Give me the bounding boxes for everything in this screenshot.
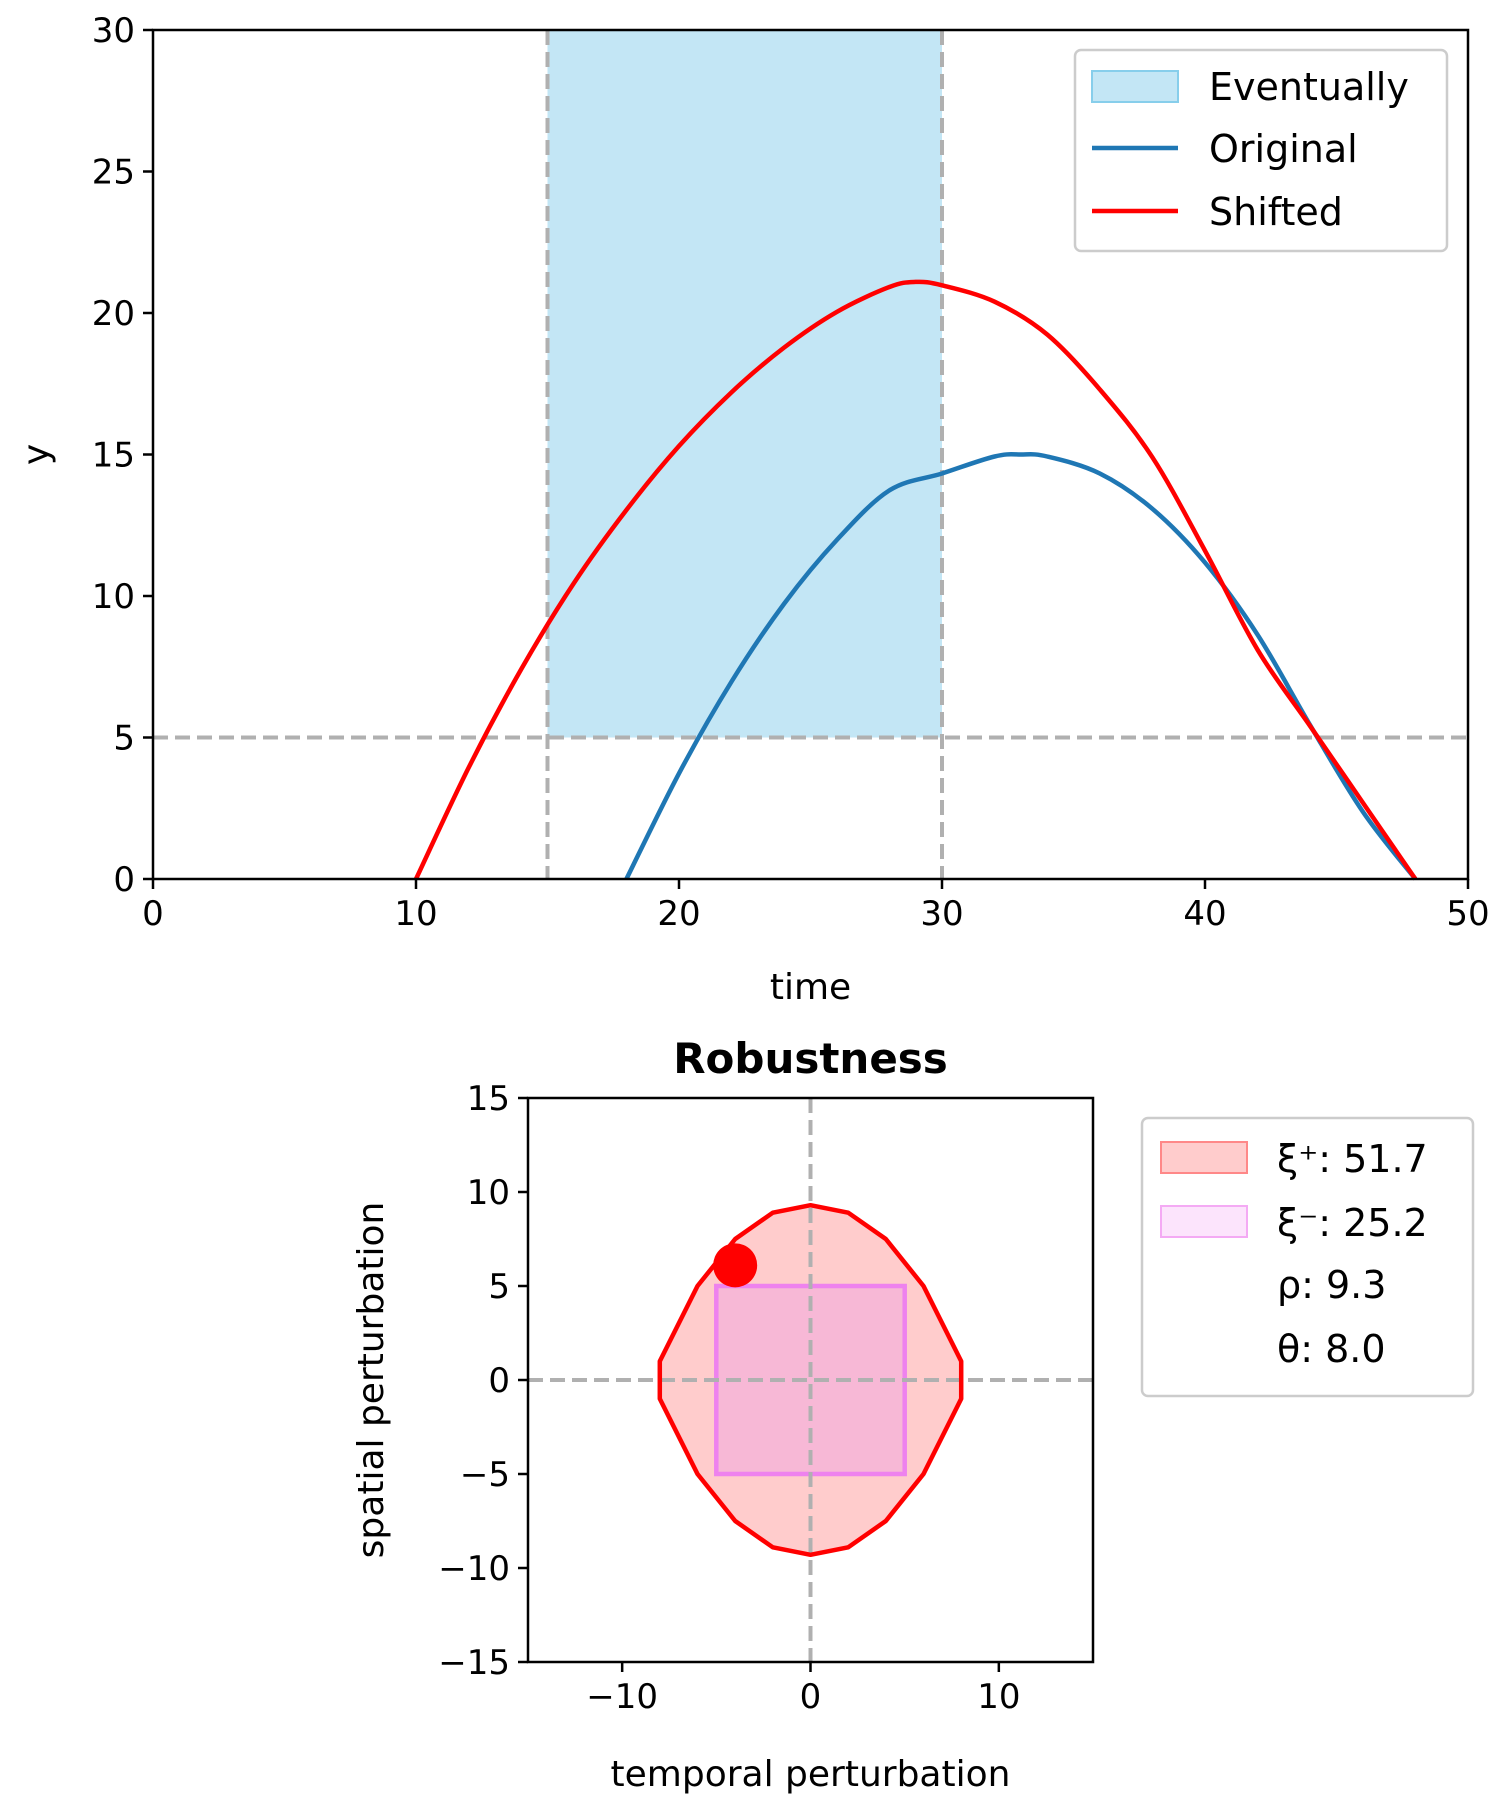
legend: Eventually Original Shifted: [1073, 48, 1449, 253]
y-tick-label: 0: [113, 860, 135, 900]
x-tick-label: 30: [920, 894, 963, 934]
x-tick-label: −10: [586, 1677, 658, 1717]
xi-minus-region: [714, 1283, 907, 1477]
legend-label-shifted: Shifted: [1209, 190, 1343, 234]
legend-2: ξ⁺: 51.7 ξ⁻: 25.2 ρ: 9.3 θ: 8.0: [1140, 1116, 1475, 1398]
y-tick-label: 10: [467, 1173, 510, 1213]
y-tick-label: 0: [488, 1361, 510, 1401]
x-tick-label: 0: [800, 1677, 822, 1717]
y-tick-label: 5: [113, 719, 135, 759]
legend-2-label: ξ⁻: 25.2: [1277, 1201, 1428, 1245]
x-tick-label: 40: [1183, 894, 1226, 934]
y-tick-label: 15: [467, 1079, 510, 1119]
legend-2-label: ρ: 9.3: [1277, 1263, 1386, 1307]
y-axis-label: y: [16, 444, 57, 465]
x-tick-label: 10: [977, 1677, 1020, 1717]
y-tick-label: 10: [92, 577, 135, 617]
y-tick-label: −5: [460, 1455, 510, 1495]
marker-point: [713, 1243, 758, 1288]
x-tick-label: 20: [657, 894, 700, 934]
chart-2: Robustness −10 0 10 −15 −10 −5 0 5 10 15 temporal p…: [351, 1034, 1475, 1795]
series-line-original: [624, 452, 1418, 881]
eventually-region: [547, 30, 942, 738]
legend-2-frame: [1140, 1116, 1475, 1398]
x-tick-label: 0: [142, 894, 164, 934]
x-tick-label: 50: [1446, 894, 1489, 934]
chart-2-title: Robustness: [673, 1034, 948, 1083]
x-tick-label: 10: [394, 894, 437, 934]
legend-2-swatch: [1160, 1205, 1248, 1238]
legend-swatch-eventually: [1091, 70, 1179, 103]
y-tick-label: 25: [92, 153, 135, 193]
legend-2-label: ξ⁺: 51.7: [1277, 1137, 1428, 1181]
x-axis-label: temporal perturbation: [611, 1754, 1011, 1795]
y-tick-label: −15: [438, 1643, 510, 1683]
legend-2-label: θ: 8.0: [1277, 1327, 1386, 1371]
y-tick-label: −10: [438, 1549, 510, 1589]
chart-1: 0 10 20 30 40 50 0 5 10 15 20 25 30 time y Eventually Or…: [16, 11, 1490, 1008]
x-axis-label: time: [770, 967, 851, 1008]
y-tick-label: 5: [488, 1267, 510, 1307]
y-tick-label: 30: [92, 11, 135, 51]
legend-label-original: Original: [1209, 127, 1358, 171]
xi-plus-outline: [657, 1202, 964, 1558]
y-axis-label: spatial perturbation: [351, 1202, 392, 1559]
y-tick-label: 20: [92, 294, 135, 334]
series-line-shifted: [413, 279, 1418, 881]
legend-label-eventually: Eventually: [1209, 65, 1409, 109]
legend-2-swatch: [1160, 1141, 1248, 1174]
y-tick-label: 15: [92, 436, 135, 476]
